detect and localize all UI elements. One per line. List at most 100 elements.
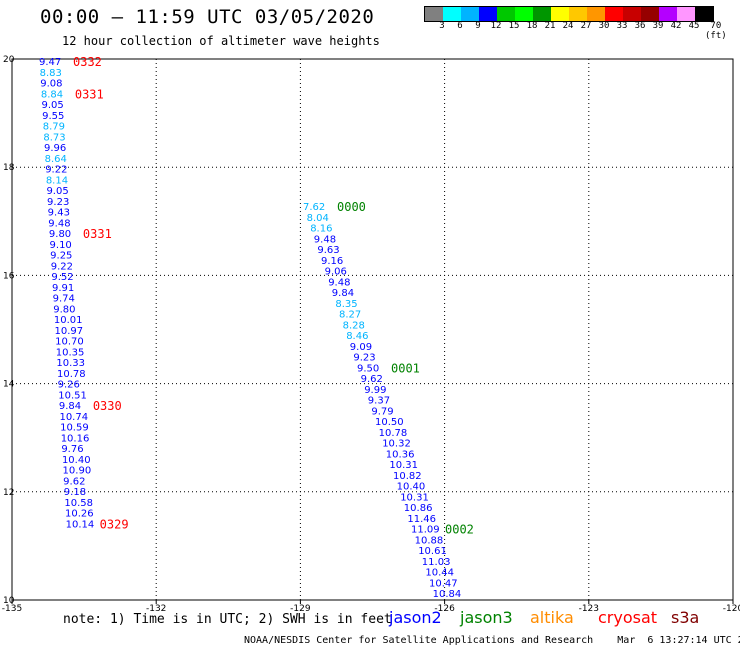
color-scale-label: 39 (652, 21, 664, 31)
observation-time-label: 0330 (93, 399, 122, 413)
color-scale-label: 45 (688, 21, 700, 31)
color-scale-bar (424, 6, 714, 22)
x-tick-label: -126 (434, 604, 455, 614)
color-scale-label: 15 (508, 21, 520, 31)
wave-height-value: 9.48 (328, 277, 350, 288)
wave-height-value: 10.35 (56, 347, 85, 358)
wave-height-value: 9.43 (48, 208, 70, 219)
wave-height-value: 10.86 (404, 503, 433, 514)
wave-height-value: 9.23 (47, 197, 69, 208)
wave-height-value: 9.84 (59, 401, 81, 412)
wave-height-value: 10.40 (397, 482, 426, 493)
legend-item-s3a: s3a (671, 608, 700, 627)
page-title: 00:00 – 11:59 UTC 03/05/2020 (40, 6, 375, 28)
wave-height-value: 9.99 (364, 385, 386, 396)
wave-height-value: 9.25 (50, 251, 72, 262)
color-scale-label: 70 (ft) (705, 21, 727, 41)
wave-height-value: 8.14 (46, 175, 68, 186)
wave-height-value: 10.61 (418, 546, 447, 557)
wave-height-value: 9.55 (42, 111, 64, 122)
color-swatch (569, 7, 587, 21)
wave-height-value: 10.82 (393, 471, 422, 482)
wave-height-value: 8.46 (346, 331, 368, 342)
wave-height-value: 8.79 (43, 122, 65, 133)
wave-height-value: 10.44 (425, 568, 454, 579)
wave-height-value: 9.84 (332, 288, 354, 299)
wave-height-value: 9.74 (53, 294, 75, 305)
wave-height-value: 10.97 (55, 326, 84, 337)
wave-height-value: 9.62 (63, 476, 85, 487)
x-tick-label: -129 (290, 604, 311, 614)
map-frame (11, 58, 734, 601)
y-tick-label: 18 (3, 163, 15, 173)
wave-height-value: 10.78 (379, 428, 408, 439)
wave-height-value: 8.73 (43, 132, 65, 143)
x-tick-label: -132 (146, 604, 166, 614)
wave-height-value: 8.04 (307, 213, 329, 224)
wave-height-value: 11.46 (407, 514, 436, 525)
wave-height-value: 10.26 (65, 509, 94, 520)
wave-height-value: 9.91 (52, 283, 74, 294)
color-swatch (479, 7, 497, 21)
color-scale-label: 3 (439, 21, 445, 31)
wave-height-value: 9.26 (58, 380, 80, 391)
color-scale-label: 6 (457, 21, 463, 31)
observation-time-label: 0331 (83, 227, 112, 241)
wave-height-value: 10.51 (58, 390, 87, 401)
color-swatch (677, 7, 695, 21)
wave-height-value: 9.06 (325, 267, 347, 278)
wave-height-value: 10.88 (415, 535, 444, 546)
wave-height-value: 9.79 (371, 406, 393, 417)
wave-height-value: 10.58 (64, 498, 93, 509)
credit-line: NOAA/NESDIS Center for Satellite Applica… (244, 635, 740, 646)
wave-height-value: 10.78 (57, 369, 86, 380)
observation-time-label: 0329 (100, 517, 129, 531)
color-scale-label: 42 (670, 21, 682, 31)
wave-height-value: 11.09 (411, 525, 440, 536)
wave-height-value: 9.76 (61, 444, 83, 455)
wave-height-value: 9.50 (357, 363, 379, 374)
y-tick-label: 20 (3, 55, 15, 65)
observation-time-label: 0002 (445, 523, 474, 537)
wave-height-value: 8.28 (343, 320, 365, 331)
wave-height-value: 9.47 (39, 57, 61, 68)
wave-height-value: 9.22 (45, 165, 67, 176)
color-swatch (515, 7, 533, 21)
wave-height-value: 10.14 (66, 519, 95, 530)
wave-height-value: 10.31 (400, 492, 429, 503)
footer-note: note: 1) Time is in UTC; 2) SWH is in fe… (63, 612, 392, 627)
wave-height-value: 9.37 (368, 396, 390, 407)
wave-height-value: 9.08 (40, 79, 62, 90)
wave-height-value: 10.84 (433, 589, 462, 600)
wave-height-value: 9.09 (350, 342, 372, 353)
color-scale-label: 18 (526, 21, 538, 31)
color-swatch (425, 7, 443, 21)
wave-height-value: 9.10 (50, 240, 72, 251)
y-tick-label: 14 (3, 380, 15, 390)
wave-height-value: 10.47 (429, 578, 458, 589)
color-swatch (461, 7, 479, 21)
color-scale-label: 33 (616, 21, 628, 31)
wave-height-value: 9.96 (44, 143, 66, 154)
x-tick-label: -120 (723, 604, 740, 614)
color-swatch (443, 7, 461, 21)
wave-height-value: 8.35 (335, 299, 357, 310)
color-scale-label: 21 (544, 21, 556, 31)
wave-height-value: 9.23 (353, 353, 375, 364)
wave-height-value: 10.31 (389, 460, 418, 471)
y-tick-label: 12 (3, 488, 14, 498)
observation-time-label: 0001 (391, 361, 420, 375)
wave-height-value: 9.80 (53, 304, 75, 315)
wave-height-value: 10.40 (62, 455, 91, 466)
wave-height-value: 8.27 (339, 310, 361, 321)
wave-height-value: 10.36 (386, 449, 415, 460)
wave-height-value: 10.50 (375, 417, 404, 428)
y-tick-label: 16 (3, 271, 15, 281)
legend-item-cryosat: cryosat (598, 608, 658, 627)
wave-height-value: 8.16 (310, 224, 332, 235)
color-scale-label: 30 (598, 21, 610, 31)
color-scale-label: 27 (580, 21, 592, 31)
wave-height-value: 10.74 (59, 412, 88, 423)
wave-height-value: 8.83 (40, 68, 62, 79)
